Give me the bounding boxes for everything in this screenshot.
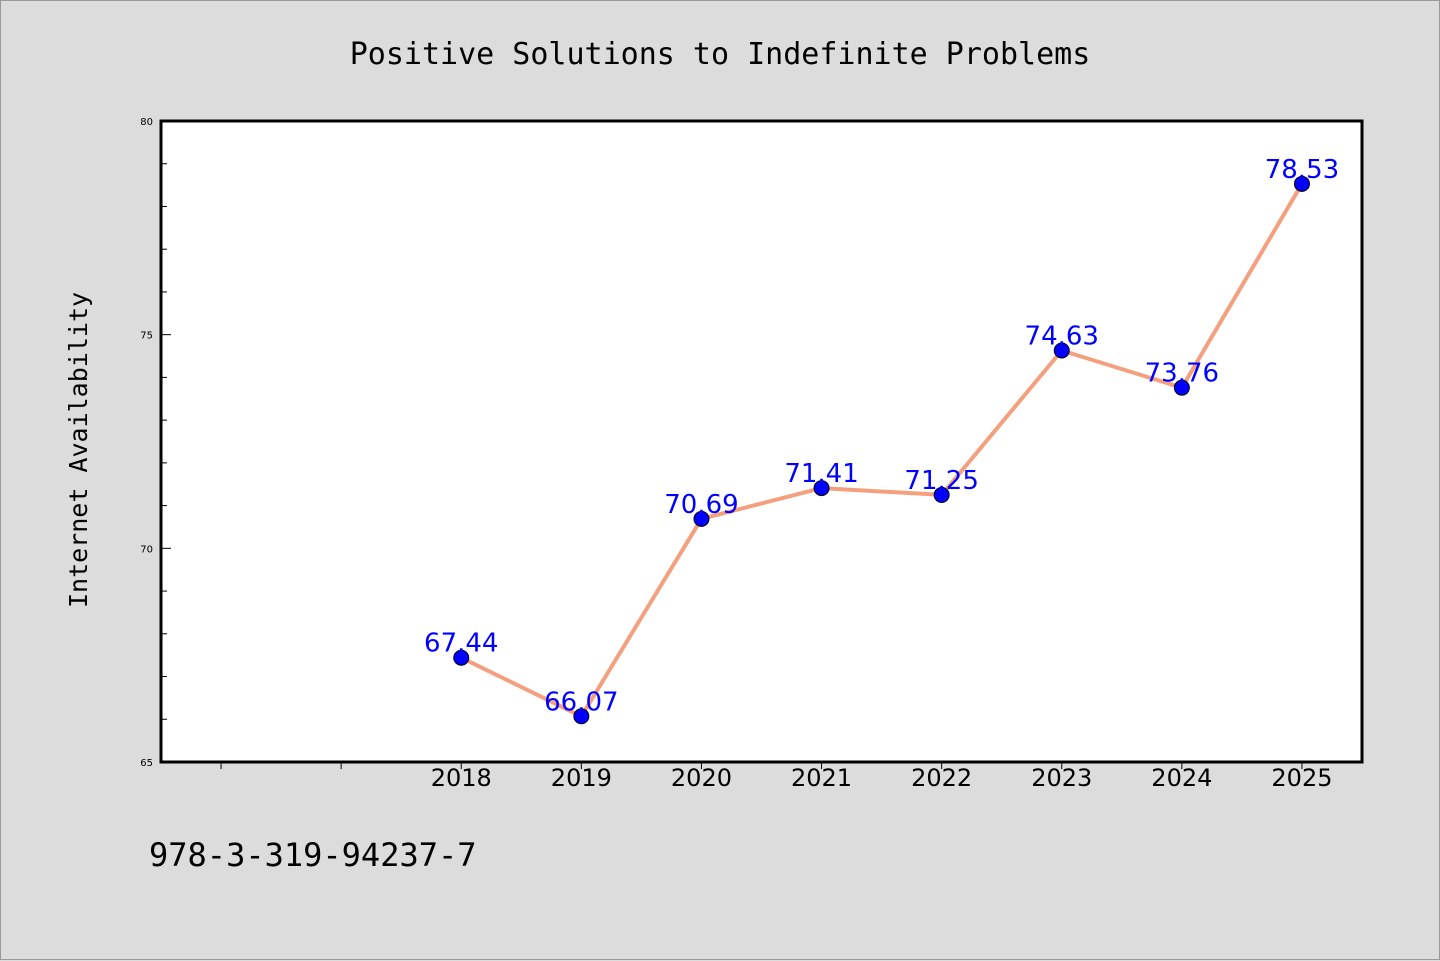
data-point <box>693 510 710 527</box>
x-tick-label: 2021 <box>791 764 852 792</box>
y-axis-label: Internet Availability <box>64 292 93 608</box>
x-tick-label: 2023 <box>1031 764 1092 792</box>
isbn-caption: 978-3-319-94237-7 <box>149 836 477 874</box>
marker-layer <box>453 175 1310 725</box>
x-tick-label: 2025 <box>1271 764 1332 792</box>
x-tick-label: 2024 <box>1151 764 1212 792</box>
data-label: 78.53 <box>1265 155 1339 185</box>
x-axis: 2018 2019 2020 2021 2022 2023 2024 2025 <box>220 762 1332 792</box>
chart-title: Positive Solutions to Indefinite Problem… <box>350 37 1091 72</box>
data-label: 67.44 <box>424 629 498 659</box>
data-label: 74.63 <box>1025 321 1099 351</box>
x-tick-label: 2019 <box>551 764 612 792</box>
data-point <box>1173 379 1190 396</box>
series-line <box>459 181 1304 719</box>
data-label: 71.25 <box>904 466 978 496</box>
data-label: 66.07 <box>544 687 618 717</box>
data-label-layer: 67.44 66.07 70.69 71.41 71.25 74.63 73.76 78.53 <box>424 155 1339 717</box>
x-tick-label: 2018 <box>431 764 492 792</box>
data-point <box>573 708 590 725</box>
data-point <box>453 649 470 666</box>
y-axis: 65 70 75 80 <box>140 117 171 769</box>
y-tick-label: 65 <box>140 758 153 769</box>
plot-area <box>159 119 1364 764</box>
data-label: 73.76 <box>1145 359 1219 389</box>
series-layer <box>459 181 1304 719</box>
y-tick-label: 75 <box>140 331 153 342</box>
data-label: 71.41 <box>784 459 858 489</box>
y-tick-label: 70 <box>140 544 153 555</box>
data-label: 70.69 <box>664 490 738 520</box>
y-tick-label: 80 <box>140 117 153 128</box>
x-tick-label: 2022 <box>911 764 972 792</box>
data-point <box>933 486 950 503</box>
data-point <box>1293 175 1310 192</box>
data-point <box>1053 342 1070 359</box>
data-point <box>813 480 830 497</box>
x-tick-label: 2020 <box>671 764 732 792</box>
